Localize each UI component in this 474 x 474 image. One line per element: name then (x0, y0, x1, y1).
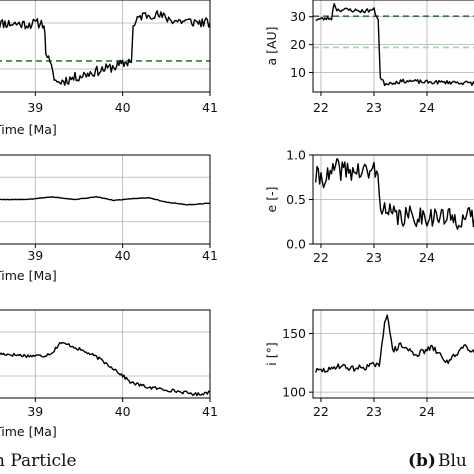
x-tick-label: 23 (366, 250, 382, 265)
series-line (0, 195, 210, 206)
y-tick-label: 150 (282, 326, 306, 341)
x-tick-label: 40 (115, 404, 131, 419)
series-line (0, 341, 210, 397)
y-tick-label: 20 (290, 37, 306, 52)
caption-right: Blu (438, 451, 467, 471)
y-axis-label: i [°] (264, 342, 279, 365)
caption-left: n Particle (0, 451, 77, 471)
x-tick-label: 24 (419, 100, 435, 115)
x-axis-label: Time [Ma] (0, 424, 57, 439)
series-line (315, 158, 474, 230)
series-line (315, 314, 474, 373)
x-tick-label: 22 (313, 404, 329, 419)
x-tick-label: 24 (419, 404, 435, 419)
x-tick-label: 40 (115, 248, 131, 263)
x-axis-label: Time [Ma] (0, 122, 57, 137)
y-tick-label: 0.5 (286, 192, 306, 207)
panel-right-top: 22 23 24 10 20 30 a [AU] (264, 0, 474, 115)
figure-captions: n Particle (b) Blu (0, 451, 467, 471)
x-tick-label: 39 (27, 404, 43, 419)
x-tick-label: 22 (313, 100, 329, 115)
axes-frame (312, 0, 474, 93)
panel-left-bot: 39 40 41 Time [Ma] (0, 309, 218, 439)
caption-right-tag: (b) (408, 451, 436, 471)
x-tick-label: 41 (202, 100, 218, 115)
x-tick-label: 24 (419, 250, 435, 265)
y-tick-label: 1.0 (286, 148, 306, 163)
series-line (0, 10, 210, 86)
x-tick-label: 23 (366, 100, 382, 115)
y-axis-label: e [-] (264, 187, 279, 213)
y-tick-label: 30 (290, 9, 306, 24)
x-axis-label: Time [Ma] (0, 268, 57, 283)
panel-right-mid: 22 23 24 0.0 0.5 1.0 e [-] (264, 148, 474, 265)
x-tick-label: 41 (202, 404, 218, 419)
axes-frame (0, 0, 211, 93)
x-tick-label: 39 (27, 248, 43, 263)
x-tick-label: 22 (313, 250, 329, 265)
series-line (315, 3, 474, 87)
axes-frame (0, 309, 211, 399)
panel-left-mid: 39 40 41 Time [Ma] (0, 154, 218, 283)
x-tick-label: 23 (366, 404, 382, 419)
y-tick-label: 0.0 (286, 237, 306, 252)
axes-frame (0, 154, 211, 245)
x-tick-label: 41 (202, 248, 218, 263)
axes-frame (312, 309, 474, 399)
y-axis-label: a [AU] (264, 26, 279, 65)
y-tick-label: 100 (282, 385, 306, 400)
panel-left-top: 39 40 41 Time [Ma] (0, 0, 218, 137)
x-tick-label: 39 (27, 100, 43, 115)
x-tick-label: 40 (115, 100, 131, 115)
y-tick-label: 10 (290, 65, 306, 80)
